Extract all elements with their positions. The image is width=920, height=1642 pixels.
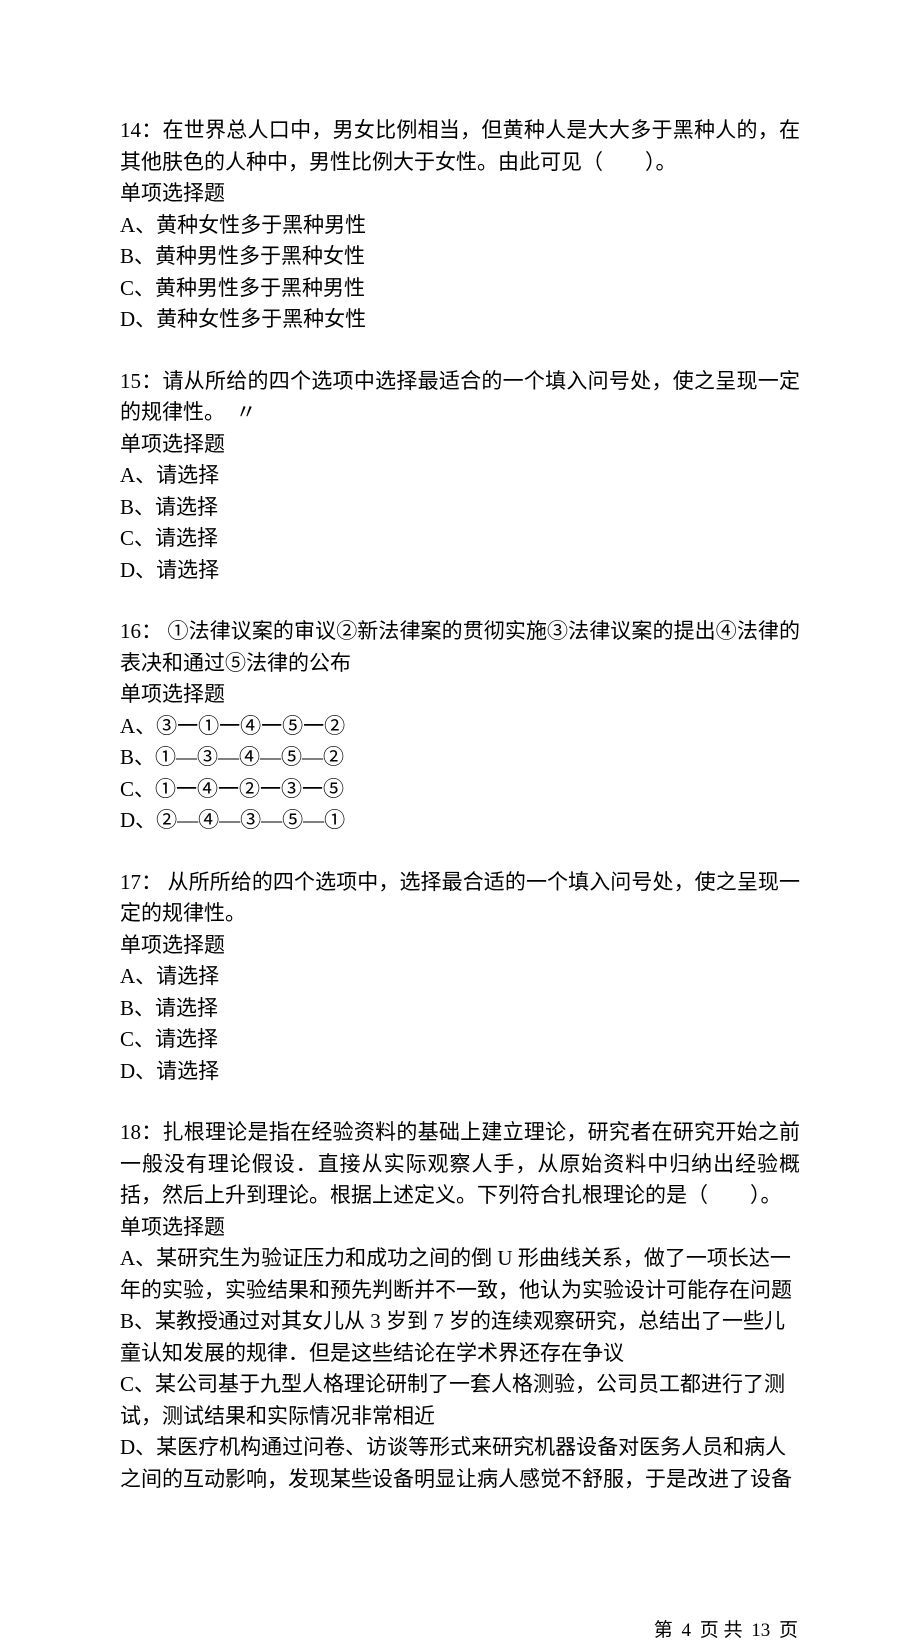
footer-middle: 页 共 xyxy=(700,1620,743,1641)
question-stem: 14：在世界总人口中，男女比例相当，但黄种人是大大多于黑种人的，在其他肤色的人种… xyxy=(120,115,800,178)
footer-current-page: 4 xyxy=(681,1620,691,1641)
question-option: A、黄种女性多于黑种男性 xyxy=(120,210,800,242)
footer-total-pages: 13 xyxy=(751,1620,770,1641)
question-stem: 18：扎根理论是指在经验资料的基础上建立理论，研究者在研究开始之前一般没有理论假… xyxy=(120,1117,800,1212)
question-option: B、某教授通过对其女儿从 3 岁到 7 岁的连续观察研究，总结出了一些儿童认知发… xyxy=(120,1306,800,1369)
question-type: 单项选择题 xyxy=(120,930,800,962)
footer-prefix: 第 xyxy=(654,1620,673,1641)
question-type: 单项选择题 xyxy=(120,429,800,461)
question-option: D、请选择 xyxy=(120,1056,800,1088)
document-page: 14：在世界总人口中，男女比例相当，但黄种人是大大多于黑种人的，在其他肤色的人种… xyxy=(0,0,920,1585)
question-option: D、黄种女性多于黑种女性 xyxy=(120,304,800,336)
question-option: C、请选择 xyxy=(120,1024,800,1056)
question-stem: 17： 从所所给的四个选项中，选择最合适的一个填入问号处，使之呈现一定的规律性。 xyxy=(120,867,800,930)
question-option: D、某医疗机构通过问卷、访谈等形式来研究机器设备对医务人员和病人之间的互动影响，… xyxy=(120,1432,800,1495)
question-18: 18：扎根理论是指在经验资料的基础上建立理论，研究者在研究开始之前一般没有理论假… xyxy=(120,1117,800,1495)
question-17: 17： 从所所给的四个选项中，选择最合适的一个填入问号处，使之呈现一定的规律性。… xyxy=(120,867,800,1088)
question-option: A、请选择 xyxy=(120,961,800,993)
question-stem: 16： ①法律议案的审议②新法律案的贯彻实施③法律议案的提出④法律的表决和通过⑤… xyxy=(120,616,800,679)
question-option: D、请选择 xyxy=(120,555,800,587)
footer-suffix: 页 xyxy=(779,1620,798,1641)
question-option: A、③一①一④一⑤一② xyxy=(120,711,800,743)
question-option: A、请选择 xyxy=(120,460,800,492)
question-option: C、①一④一②一③一⑤ xyxy=(120,774,800,806)
question-option: C、黄种男性多于黑种男性 xyxy=(120,273,800,305)
question-option: B、请选择 xyxy=(120,993,800,1025)
question-option: A、某研究生为验证压力和成功之间的倒 U 形曲线关系，做了一项长达一年的实验，实… xyxy=(120,1243,800,1306)
question-option: B、请选择 xyxy=(120,492,800,524)
question-type: 单项选择题 xyxy=(120,1212,800,1244)
question-option: C、某公司基于九型人格理论研制了一套人格测验，公司员工都进行了测试，测试结果和实… xyxy=(120,1369,800,1432)
question-option: B、①—③—④—⑤—② xyxy=(120,742,800,774)
question-option: B、黄种男性多于黑种女性 xyxy=(120,241,800,273)
question-16: 16： ①法律议案的审议②新法律案的贯彻实施③法律议案的提出④法律的表决和通过⑤… xyxy=(120,616,800,837)
page-footer: 第 4 页 共 13 页 xyxy=(0,1585,920,1642)
question-stem: 15：请从所给的四个选项中选择最适合的一个填入问号处，使之呈现一定的规律性。 〃 xyxy=(120,366,800,429)
question-14: 14：在世界总人口中，男女比例相当，但黄种人是大大多于黑种人的，在其他肤色的人种… xyxy=(120,115,800,336)
question-type: 单项选择题 xyxy=(120,679,800,711)
question-type: 单项选择题 xyxy=(120,178,800,210)
question-option: D、②—④—③—⑤—① xyxy=(120,805,800,837)
question-15: 15：请从所给的四个选项中选择最适合的一个填入问号处，使之呈现一定的规律性。 〃… xyxy=(120,366,800,587)
question-option: C、请选择 xyxy=(120,523,800,555)
